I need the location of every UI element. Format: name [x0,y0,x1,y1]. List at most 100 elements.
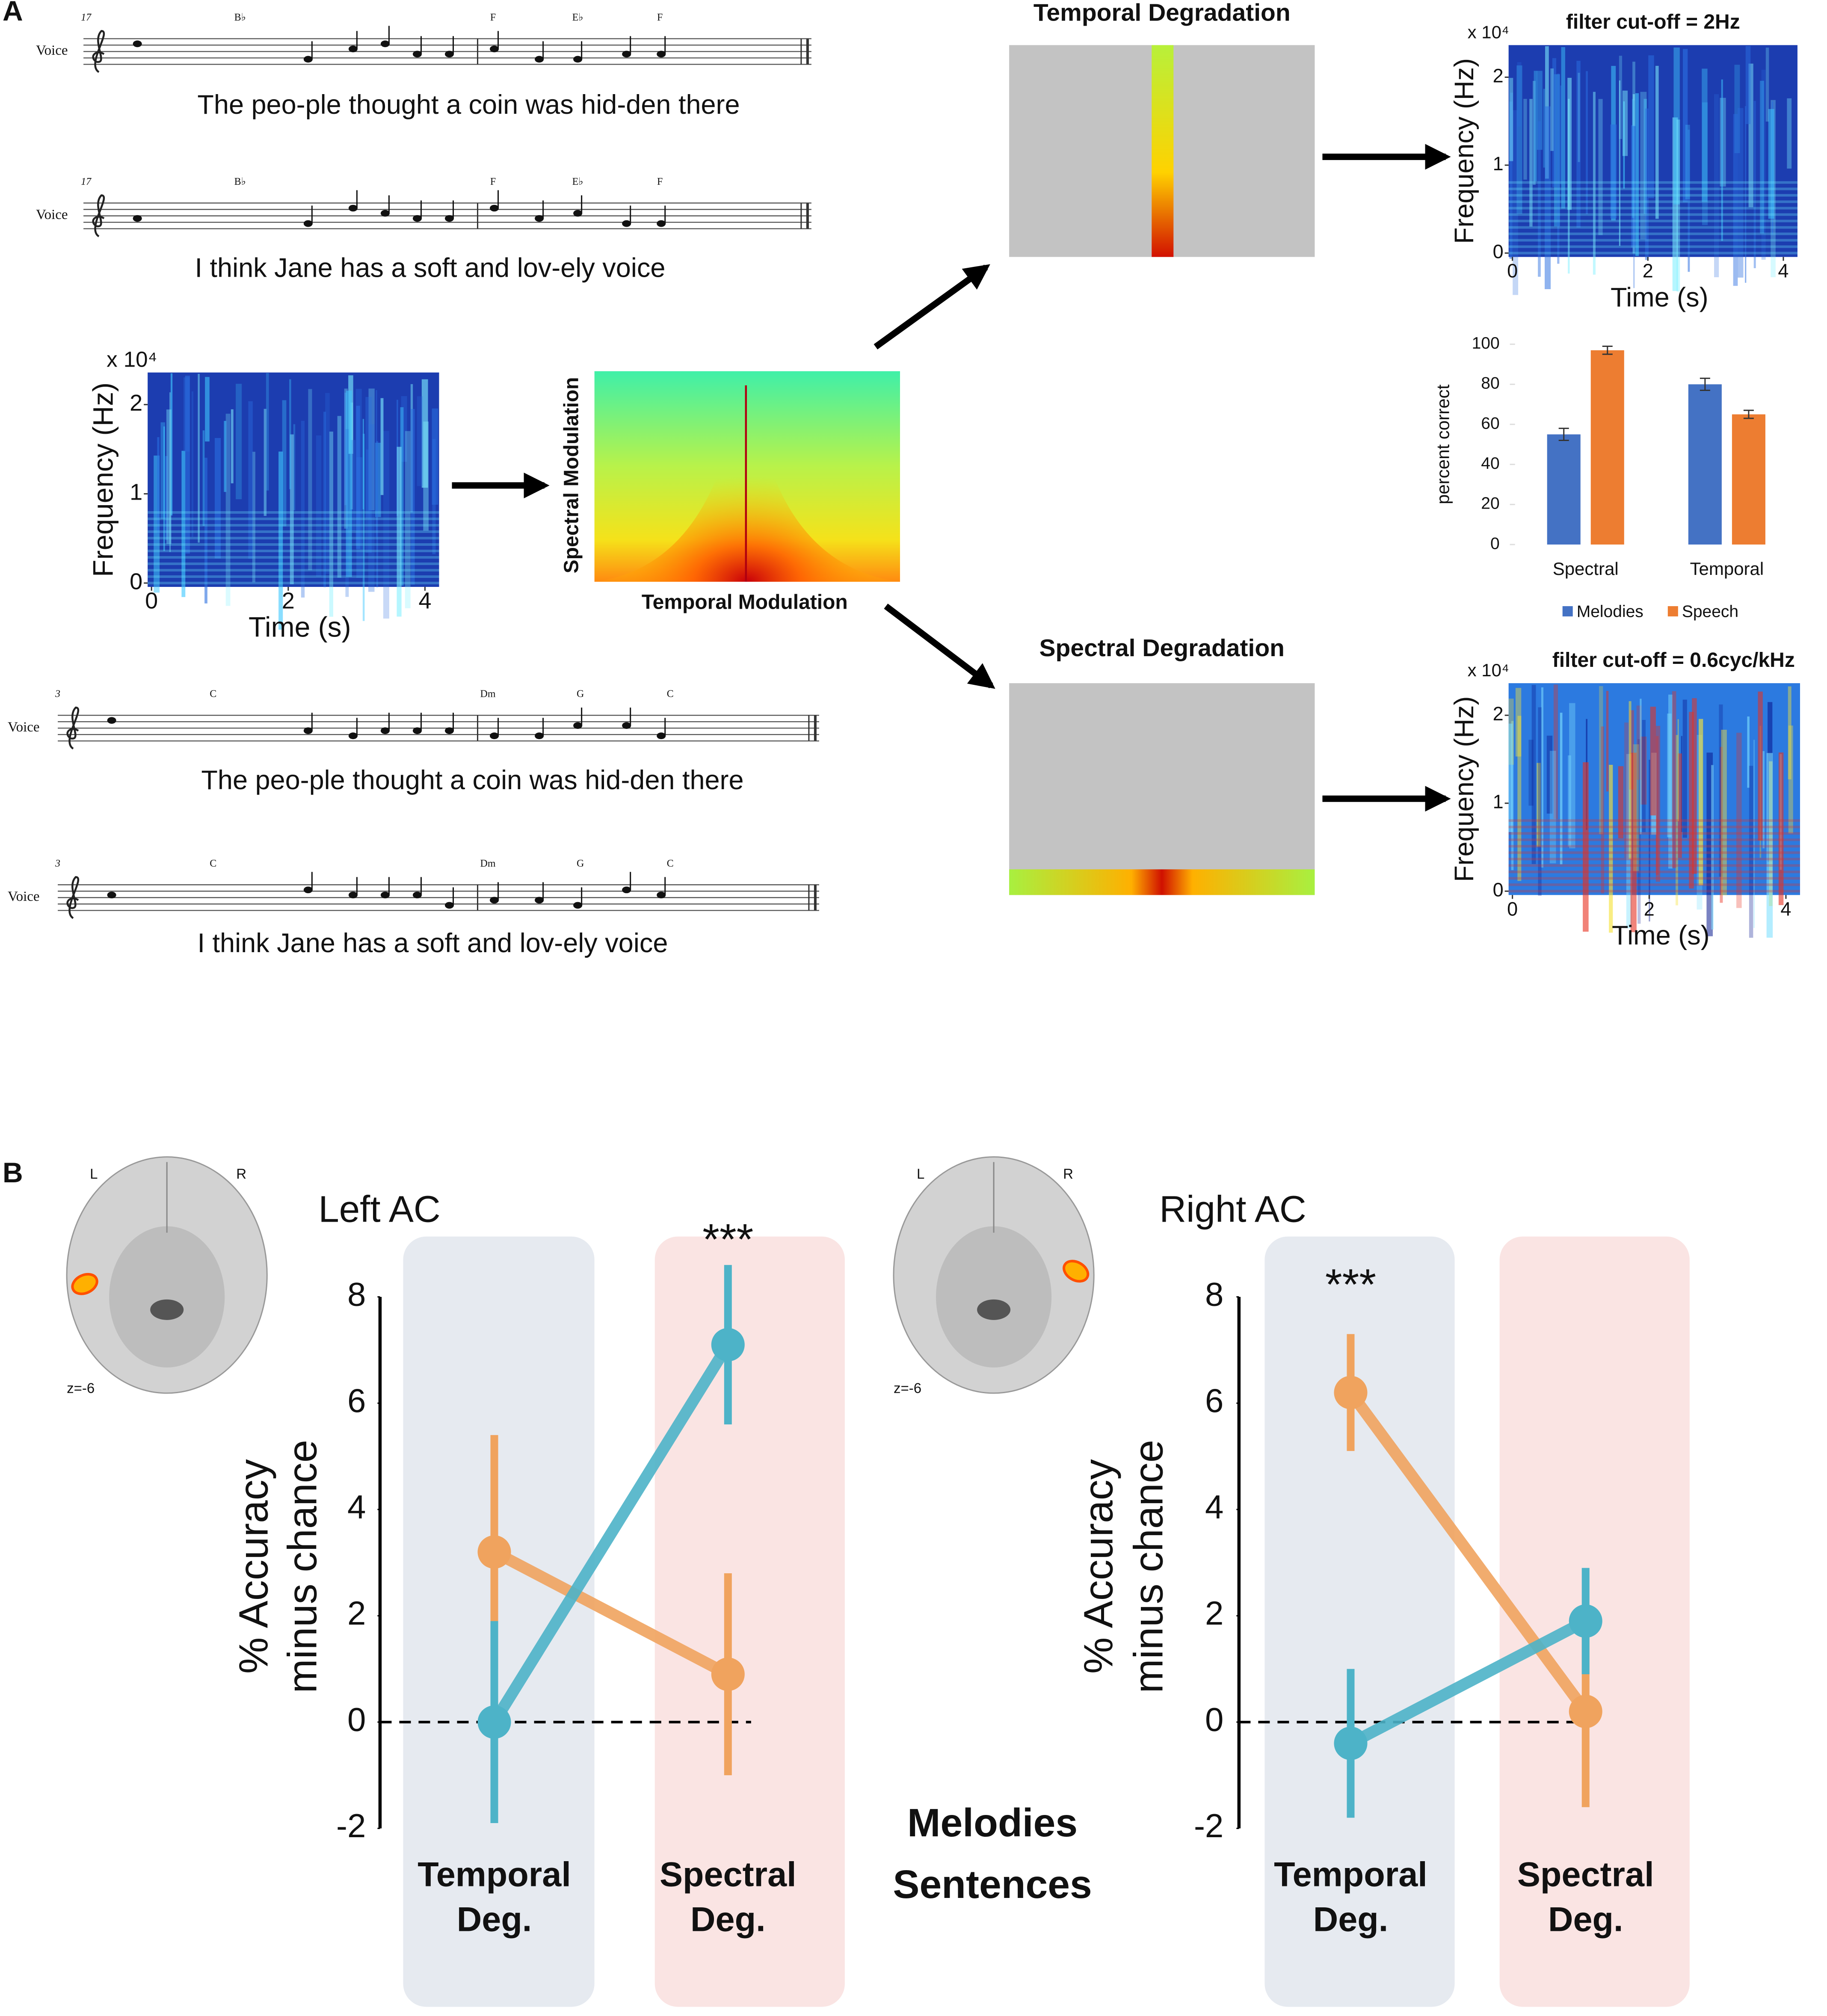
spectrogram-texture [278,451,283,630]
brain-inner [109,1226,225,1368]
spectrogram-texture [1640,699,1642,835]
spectrogram-texture [323,411,326,587]
panel-label: A [3,0,23,27]
spectrogram-texture [1619,80,1620,246]
x-tick-label: Spectral Deg. [1517,1856,1654,1939]
y-axis-label: minus chance [1126,1440,1172,1693]
spectrogram-texture [1576,61,1581,228]
spectrogram-texture [356,406,360,549]
spectrogram-texture [1702,68,1708,202]
x-axis-label: Time (s) [1612,921,1710,950]
spectrogram-texture [1672,691,1676,868]
data-point [711,1658,745,1691]
hemisphere-label: R [1063,1166,1073,1181]
spectrogram-texture [1747,716,1750,788]
y-tick-label: 2 [1205,1594,1223,1632]
chord-symbol: B♭ [234,176,246,187]
bar [1547,434,1581,545]
spectrogram-texture [1676,119,1680,292]
spectrogram-texture [157,437,160,534]
chord-symbol: C [210,689,216,700]
spectrogram-texture [1656,736,1659,875]
spectrogram-texture [350,440,356,531]
spectrogram-texture [1668,694,1673,869]
note [133,40,142,47]
voice-label: Voice [8,889,40,904]
data-point [1569,1695,1602,1729]
error-bar [1558,427,1569,441]
data-point [477,1535,511,1569]
x-tick-label: Spectral [1553,559,1619,579]
spectrogram-texture [417,396,423,486]
spectrogram-texture [1629,701,1632,859]
spectrogram-texture [1753,740,1755,928]
spectrogram-texture [1513,110,1519,295]
spectrogram-texture [1745,106,1747,283]
spectrogram-texture [1508,194,1797,197]
spectrogram-texture [1758,691,1763,841]
spectrogram-texture [1601,726,1605,894]
spectrogram-texture [1568,99,1570,274]
note [380,727,390,734]
note [303,56,313,63]
legend-label: Speech [1682,602,1738,621]
spectrogram-texture [1509,101,1513,259]
passband [1009,869,1315,895]
spectrogram-texture [1632,62,1635,126]
spectrogram-title: filter cut-off = 0.6cyc/kHz [1552,649,1795,672]
chord-symbol: F [490,12,496,23]
note [380,40,390,47]
spectrogram-texture [1508,219,1797,222]
spectrogram-texture [1543,89,1545,168]
spectrogram-texture [368,424,375,592]
spectrogram-title: filter cut-off = 2Hz [1566,11,1740,33]
spectrogram-texture [337,416,341,578]
y-tick-label: 1 [1493,153,1504,175]
spectrogram-texture [1517,716,1522,881]
modulation-peak [594,371,900,582]
y-tick-label: 2 [1493,703,1504,725]
note [107,717,116,724]
spectrogram-texture [148,582,439,585]
panel-title: Spectral Degradation [1039,634,1285,662]
spectrogram-texture [1702,102,1708,225]
note [444,727,454,734]
spectrogram-texture [1508,890,1800,893]
spectrogram-texture [1593,92,1596,275]
x-axis-label: Time (s) [249,611,351,643]
spectrogram-texture [1515,688,1522,757]
series-line [489,1341,733,1725]
spectrogram-texture [1683,49,1688,202]
spectrogram-texture [1761,70,1766,260]
y-tick-label: -2 [1194,1807,1223,1844]
spectrogram-texture [1508,838,1800,841]
spectrogram-texture [1550,68,1554,151]
lyrics: The peo-ple thought a coin was hid-den t… [197,90,740,120]
note [622,886,631,894]
spectrogram-texture [1508,187,1797,190]
lyrics: The peo-ple thought a coin was hid-den t… [201,765,743,795]
spectrogram-texture [191,391,193,537]
note [573,722,583,729]
spectrogram-texture [266,373,269,491]
legend-label: Melodies [907,1800,1078,1845]
arrow [884,604,995,689]
spectrogram-texture [380,398,384,495]
spectrogram-texture [1509,78,1513,161]
spectrogram-texture [1609,764,1613,933]
note [303,886,313,894]
spectrogram-texture [1618,766,1624,838]
spectrogram-texture [1655,725,1660,882]
spectrogram-texture [1623,101,1625,189]
spectrogram-texture [148,556,439,559]
legend-label: Sentences [893,1862,1092,1906]
voice-label: Voice [8,719,40,735]
passband [1152,45,1174,257]
hemisphere-label: L [90,1166,98,1181]
spectrogram-texture [169,392,171,552]
spectrogram-texture [1765,47,1769,122]
spectrogram-texture [1508,239,1797,242]
bar [1732,414,1765,545]
spectrogram-texture [1508,200,1797,203]
series-line [492,1547,731,1680]
